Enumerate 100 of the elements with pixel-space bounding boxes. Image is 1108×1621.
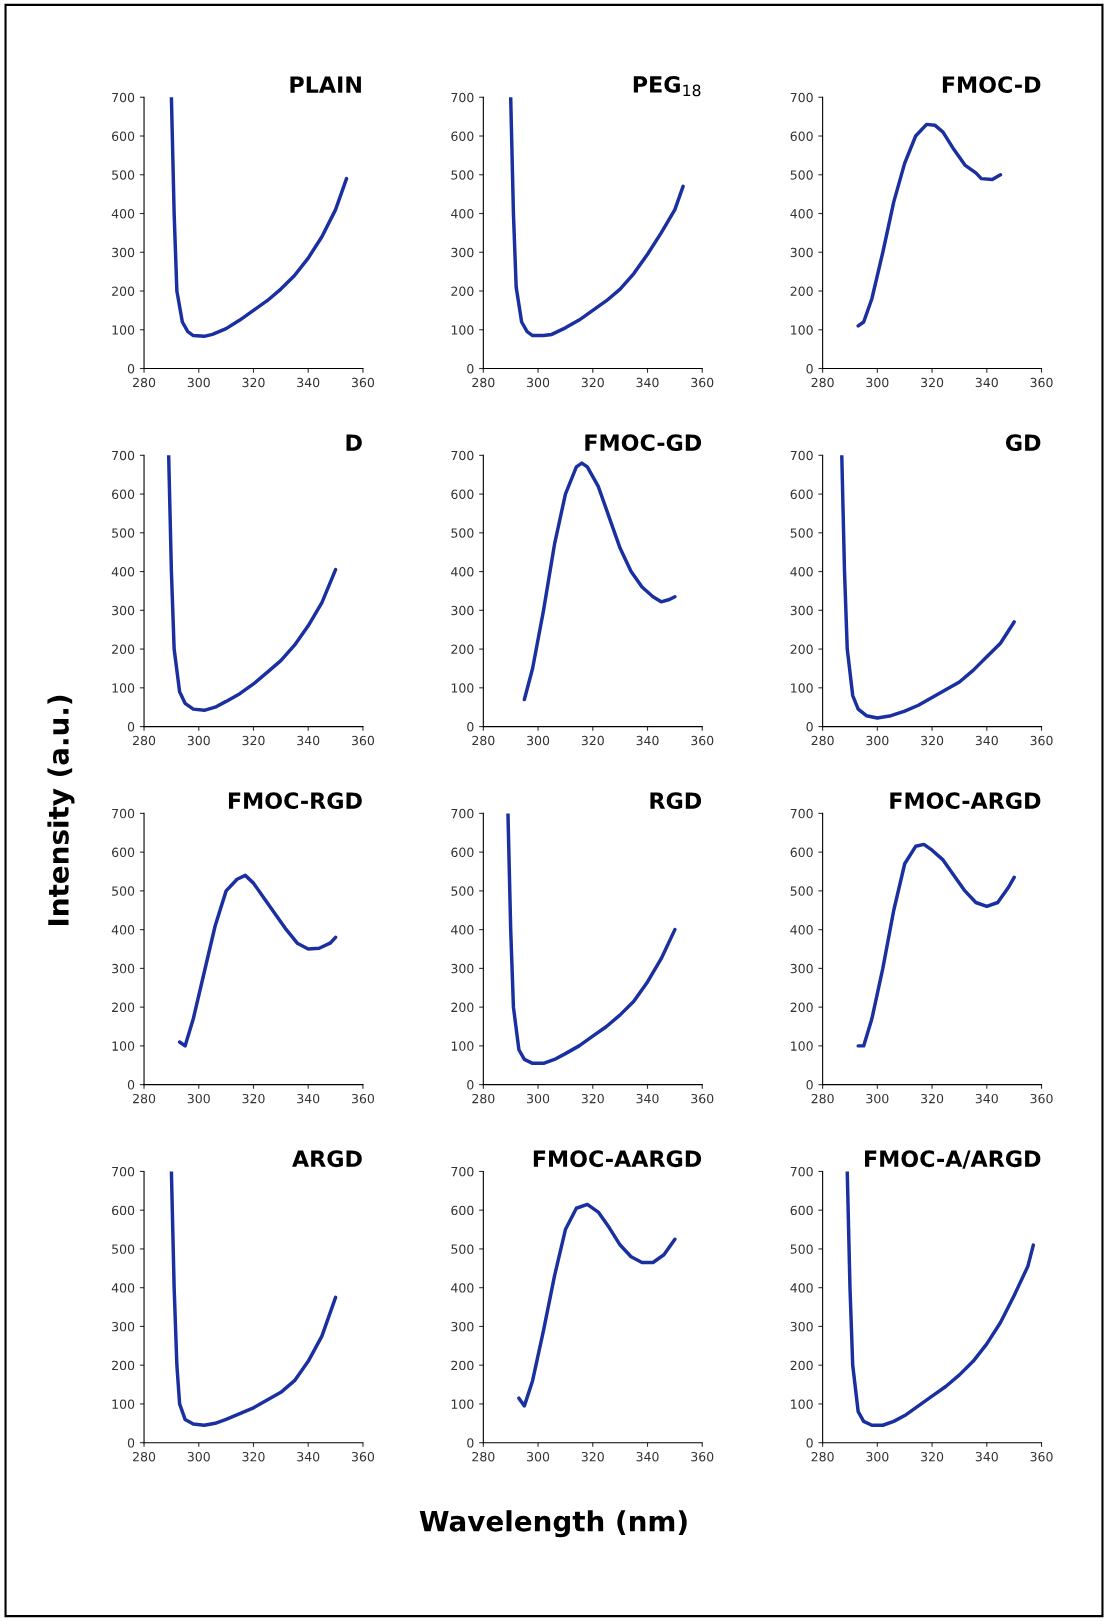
- y-tick-label: 100: [112, 1399, 135, 1409]
- x-tick-label: 320: [921, 1451, 944, 1462]
- y-tick-label: 0: [467, 1438, 474, 1448]
- x-axis-title: Wavelength (nm): [419, 1510, 687, 1538]
- y-tick-label: 100: [451, 1041, 474, 1051]
- x-tick-label: 280: [472, 1093, 495, 1104]
- y-tick-label: 600: [790, 131, 813, 141]
- chart-title: GD: [1005, 434, 1041, 452]
- x-tick-label: 280: [811, 1451, 834, 1462]
- x-tick-label: 360: [351, 377, 375, 388]
- x-tick-label: 280: [811, 1093, 834, 1104]
- line-series: [177, 873, 338, 1048]
- y-tick-label: 700: [112, 808, 135, 819]
- x-tick-label: 320: [242, 377, 265, 388]
- y-tick-label: 300: [112, 247, 135, 258]
- line-series: [845, 1171, 1036, 1427]
- x-tick-label: 320: [581, 1451, 604, 1462]
- y-tick-label: 700: [451, 92, 474, 103]
- y-tick-label: 200: [790, 644, 813, 654]
- x-tick-label: 300: [527, 377, 550, 388]
- chart-title: ARGD: [292, 1150, 362, 1168]
- chart-title: FMOC-RGD: [228, 792, 362, 810]
- x-tick-label: 280: [472, 735, 495, 746]
- y-tick-label: 600: [790, 489, 813, 499]
- x-tick-label: 280: [472, 1451, 495, 1462]
- y-tick-label: 300: [112, 963, 135, 974]
- y-tick-label: 200: [790, 286, 813, 296]
- chart-title: FMOC-D: [942, 76, 1041, 93]
- y-tick-label: 0: [806, 1080, 813, 1090]
- y-tick-label: 400: [451, 925, 474, 935]
- y-tick-label: 600: [451, 131, 474, 141]
- y-tick-label: 700: [790, 92, 813, 103]
- y-tick-label: 200: [451, 644, 474, 654]
- chart-title: RGD: [650, 792, 702, 810]
- y-tick-label: 200: [112, 644, 135, 654]
- y-tick-label: 0: [127, 1438, 135, 1448]
- y-tick-label: 200: [451, 1002, 474, 1013]
- x-tick-label: 280: [472, 377, 495, 388]
- x-tick-label: 320: [921, 735, 944, 746]
- x-tick-label: 340: [297, 1451, 320, 1462]
- y-tick-label: 100: [112, 1041, 135, 1051]
- y-tick-label: 300: [790, 1321, 813, 1332]
- y-tick-label: 700: [112, 1166, 135, 1177]
- y-tick-label: 600: [451, 489, 474, 499]
- x-tick-label: 340: [975, 1451, 998, 1462]
- y-tick-label: 100: [451, 325, 474, 335]
- x-tick-label: 320: [581, 1093, 604, 1104]
- line-series: [169, 97, 349, 339]
- y-axis-title: Intensity (a.u.): [47, 695, 75, 926]
- x-tick-label: 280: [133, 377, 156, 388]
- x-tick-label: 320: [581, 735, 604, 746]
- line-series: [506, 813, 677, 1066]
- y-tick-label: 100: [451, 683, 474, 693]
- x-tick-label: 360: [691, 735, 714, 746]
- y-tick-label: 500: [451, 886, 474, 896]
- y-tick-label: 300: [790, 247, 813, 258]
- x-tick-label: 320: [242, 735, 265, 746]
- y-tick-label: 400: [451, 208, 474, 219]
- y-tick-label: 700: [112, 92, 135, 103]
- y-tick-label: 300: [451, 1321, 474, 1332]
- chart-title: FMOC-ARGD: [890, 792, 1041, 810]
- x-tick-label: 340: [297, 377, 320, 388]
- chart-title: D: [346, 434, 362, 451]
- y-tick-label: 600: [112, 1205, 135, 1216]
- line-series: [856, 122, 1003, 328]
- x-tick-label: 280: [811, 735, 834, 746]
- y-tick-label: 400: [790, 925, 813, 935]
- x-tick-label: 360: [1030, 735, 1053, 746]
- x-tick-label: 360: [691, 377, 714, 388]
- y-tick-label: 400: [790, 1283, 813, 1293]
- y-tick-label: 300: [451, 605, 474, 616]
- y-tick-label: 100: [112, 683, 135, 693]
- line-series: [856, 842, 1016, 1048]
- y-tick-label: 300: [451, 247, 474, 258]
- x-tick-label: 340: [975, 377, 998, 388]
- y-tick-label: 100: [791, 683, 813, 693]
- chart-title: FMOC-AARGD: [533, 1150, 702, 1168]
- y-tick-label: 500: [451, 1244, 474, 1254]
- x-tick-label: 360: [351, 735, 375, 746]
- y-tick-label: 600: [790, 1205, 813, 1216]
- y-tick-label: 700: [790, 1166, 813, 1177]
- y-tick-label: 200: [451, 1360, 474, 1371]
- x-tick-label: 300: [866, 735, 889, 746]
- x-tick-label: 280: [133, 735, 156, 746]
- y-tick-label: 300: [790, 605, 813, 616]
- y-tick-label: 300: [112, 1321, 135, 1332]
- x-tick-label: 320: [242, 1451, 265, 1462]
- y-tick-label: 300: [790, 963, 813, 974]
- x-tick-label: 340: [636, 1451, 659, 1462]
- x-tick-label: 300: [527, 735, 550, 746]
- y-tick-label: 0: [467, 722, 474, 732]
- x-tick-label: 280: [811, 377, 834, 388]
- y-tick-label: 400: [451, 567, 474, 577]
- x-tick-label: 340: [975, 1093, 998, 1104]
- y-tick-label: 500: [790, 1244, 813, 1254]
- y-tick-label: 0: [806, 363, 813, 374]
- y-tick-label: 700: [451, 450, 474, 461]
- x-tick-label: 280: [133, 1451, 156, 1462]
- x-tick-label: 360: [351, 1093, 375, 1104]
- x-tick-label: 360: [691, 1451, 714, 1462]
